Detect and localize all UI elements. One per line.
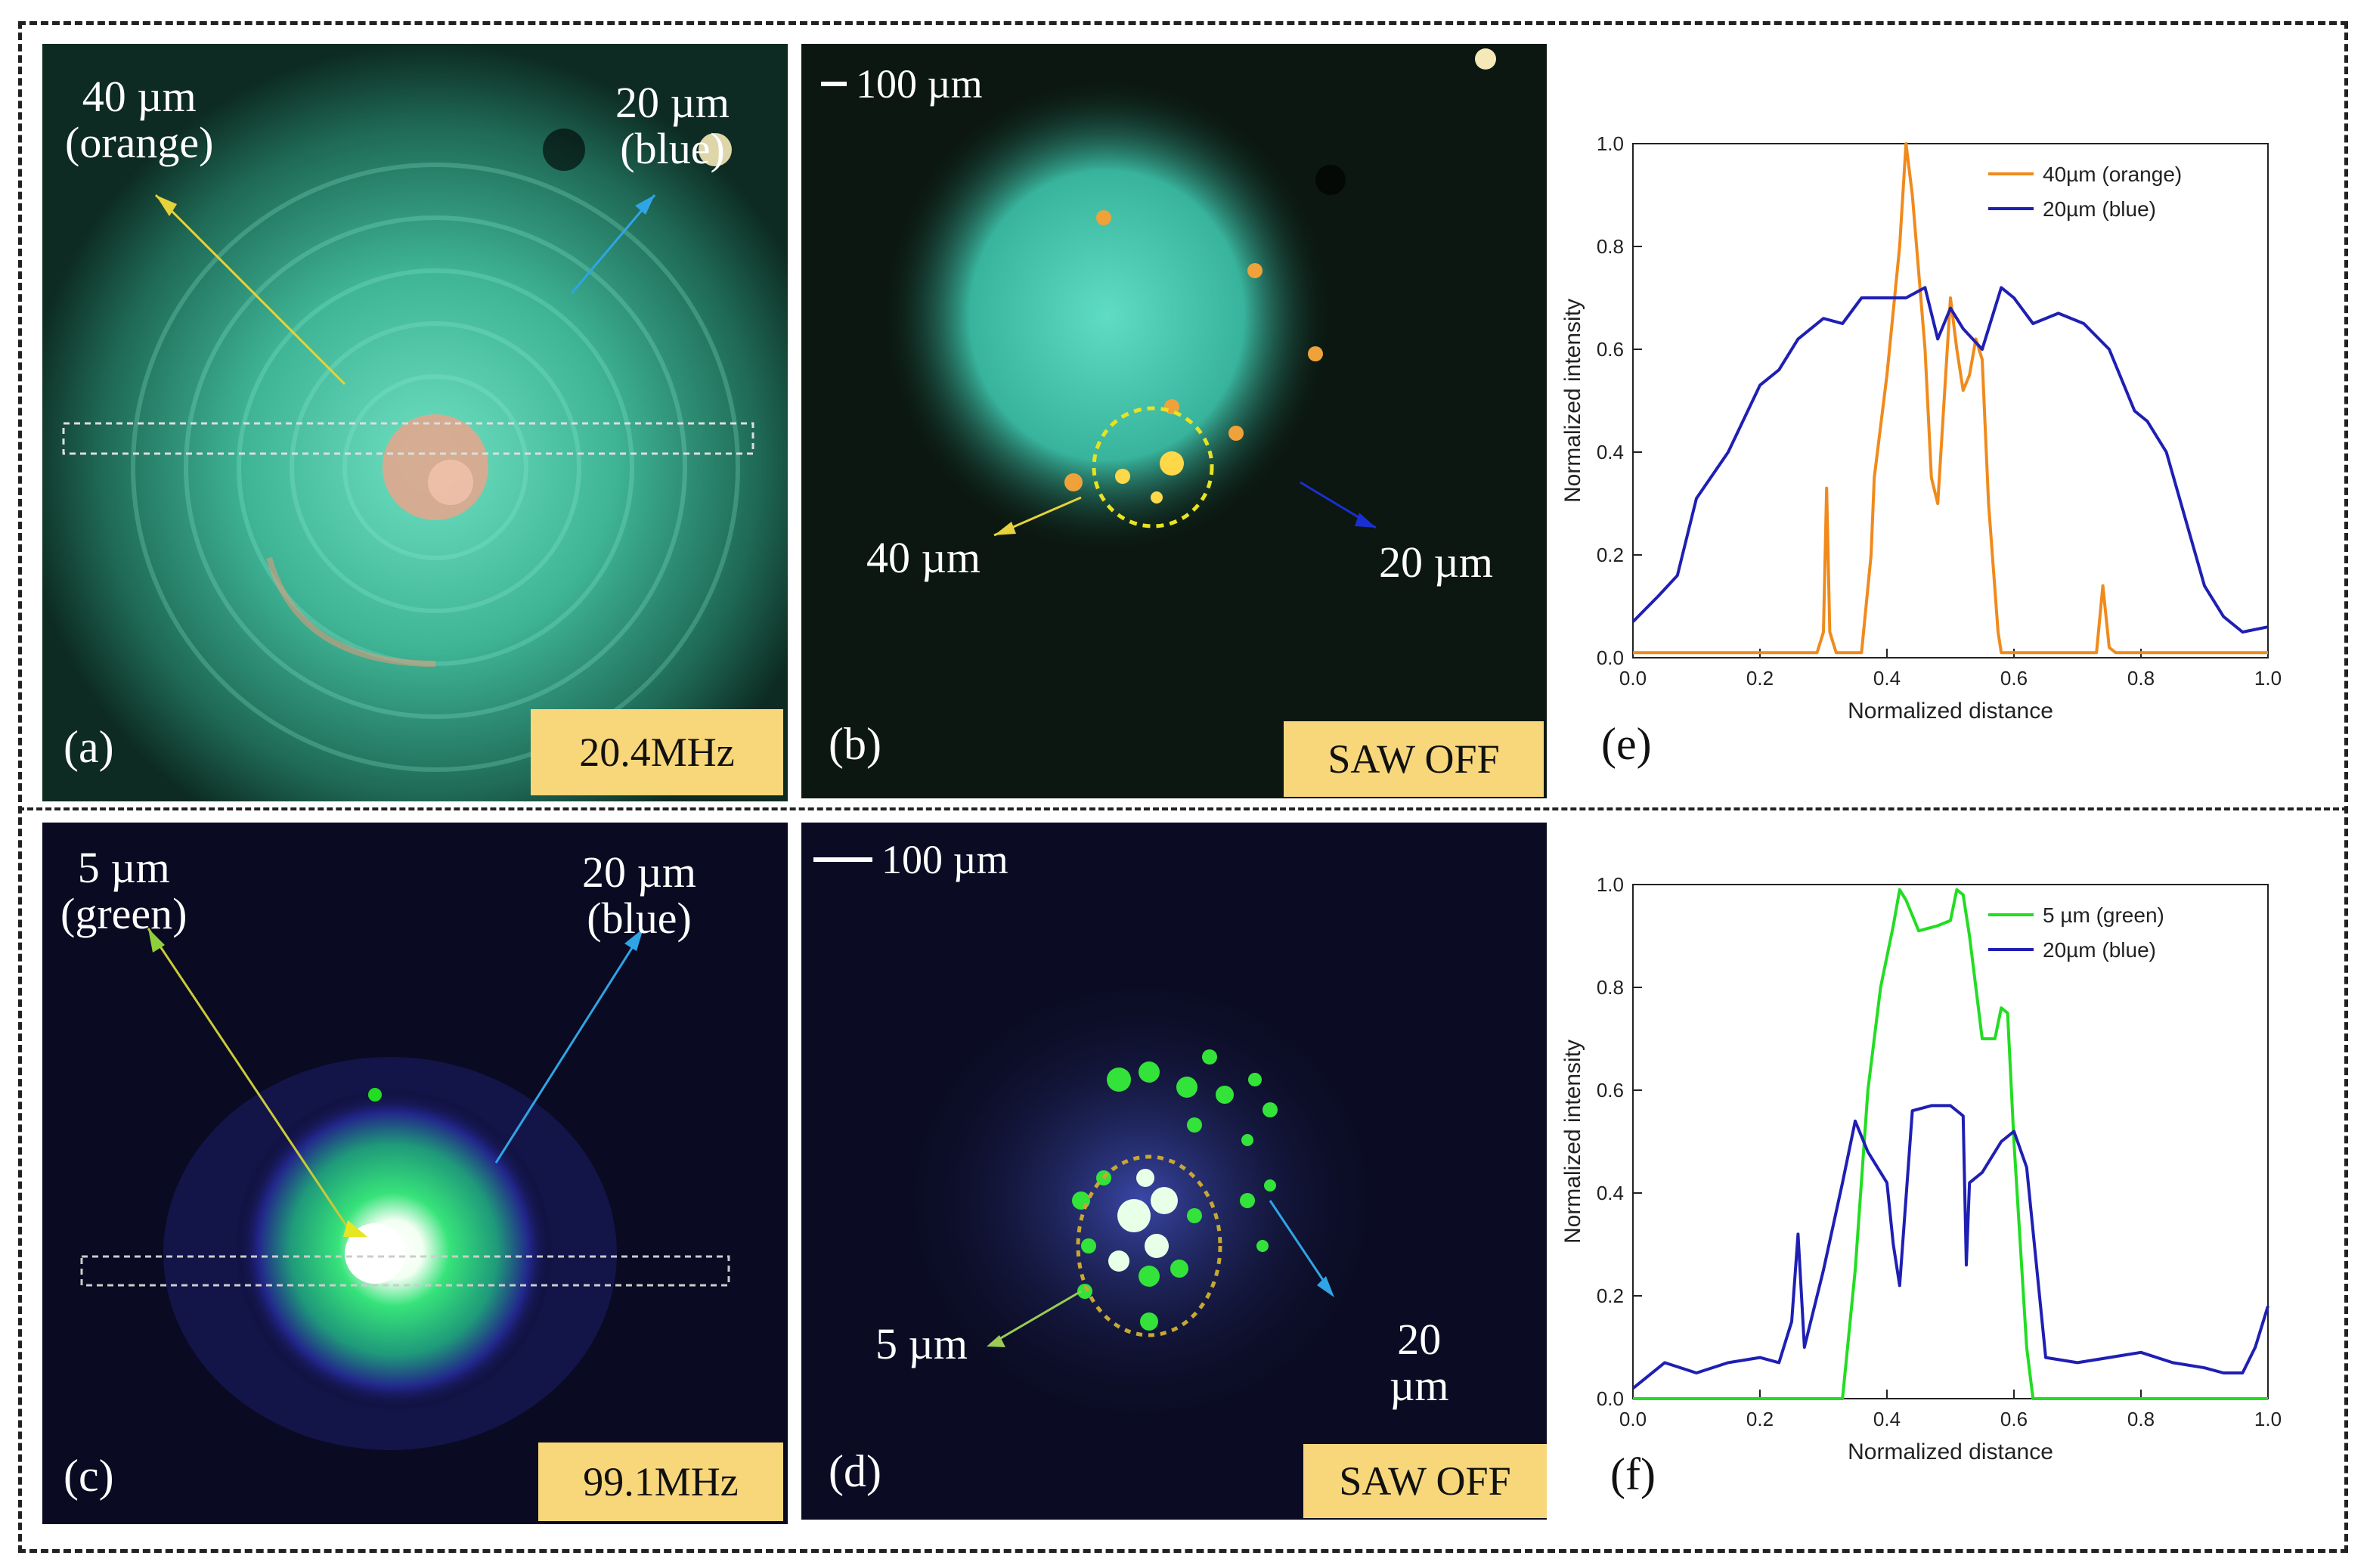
annotation-20um-d: 20 µm <box>1390 1315 1449 1410</box>
legend-entry-1: 20µm (blue) <box>2043 197 2156 221</box>
saw-off-badge-b: SAW OFF <box>1284 721 1544 797</box>
x-tick-label: 0.4 <box>1873 667 1901 689</box>
y-tick-label: 0.4 <box>1597 1182 1624 1204</box>
y-tick-label: 0.8 <box>1597 235 1624 258</box>
annotation-20um-blue-c: 20 µm (blue) <box>582 848 697 943</box>
micrograph-b <box>801 44 1547 798</box>
legend-entry-0: 40µm (orange) <box>2043 163 2182 186</box>
panel-c: 5 µm (green) 20 µm (blue) (c) 99.1MHz <box>42 823 788 1524</box>
annotation-40um: 40 µm <box>866 533 981 582</box>
x-tick-label: 0.8 <box>2127 667 2155 689</box>
annotation-20um-blue: 20 µm (blue) <box>615 78 730 173</box>
row-divider <box>18 807 2348 810</box>
panel-d: 100 µm 5 µm 20 µm (d) SAW OFF <box>801 823 1547 1520</box>
y-tick-label: 0.0 <box>1597 1387 1624 1410</box>
panel-label-a: (a) <box>64 722 114 772</box>
x-tick-label: 0.6 <box>2000 667 2028 689</box>
y-tick-label: 0.0 <box>1597 646 1624 669</box>
y-tick-label: 0.6 <box>1597 338 1624 361</box>
plot-area <box>1632 884 2269 1399</box>
x-axis-label: Normalized distance <box>1848 1439 2053 1464</box>
y-tick-label: 0.2 <box>1597 1284 1624 1307</box>
series-line-1 <box>1631 1104 2269 1390</box>
x-tick-label: 0.8 <box>2127 1408 2155 1430</box>
x-tick-label: 0.2 <box>1746 1408 1774 1430</box>
series-line-1 <box>1631 286 2269 634</box>
y-tick-label: 1.0 <box>1597 873 1624 896</box>
panel-label-d: (d) <box>829 1446 881 1496</box>
annotation-20um: 20 µm <box>1379 538 1494 587</box>
annotation-5um-green: 5 µm (green) <box>60 843 187 938</box>
scale-bar-d: 100 µm <box>813 836 1008 883</box>
y-tick-label: 0.8 <box>1597 976 1624 999</box>
x-axis-label: Normalized distance <box>1848 699 2053 724</box>
y-tick-label: 0.4 <box>1597 441 1624 463</box>
micrograph-c <box>42 823 788 1524</box>
legend-entry-0: 5 µm (green) <box>2043 903 2164 927</box>
chart-e: 0.0 0.2 0.4 0.6 0.8 1.0 0.0 0.2 0.4 0.6 0.8 1.0 Norm… <box>1560 132 2282 724</box>
panel-label-f: (f) <box>1610 1449 1656 1499</box>
x-tick-label: 0.0 <box>1619 667 1647 689</box>
y-axis-label: Normalized intensity <box>1560 299 1585 503</box>
frequency-badge-c: 99.1MHz <box>538 1442 783 1521</box>
x-tick-label: 0.4 <box>1873 1408 1901 1430</box>
series-line-0 <box>1633 888 2268 1400</box>
x-tick-label: 1.0 <box>2254 1408 2282 1430</box>
panel-label-c: (c) <box>64 1451 114 1501</box>
x-tick-label: 0.2 <box>1746 667 1774 689</box>
legend-entry-1: 20µm (blue) <box>2043 938 2156 962</box>
x-tick-label: 1.0 <box>2254 667 2282 689</box>
y-tick-label: 1.0 <box>1597 132 1624 155</box>
x-tick-label: 0.6 <box>2000 1408 2028 1430</box>
micrograph-d <box>801 823 1547 1520</box>
panel-label-e: (e) <box>1601 719 1652 769</box>
y-tick-label: 0.6 <box>1597 1079 1624 1102</box>
chart-f: 0.0 0.2 0.4 0.6 0.8 1.0 0.0 0.2 0.4 0.6 0.8 1.0 Norm… <box>1560 873 2282 1464</box>
y-axis-label: Normalized intensity <box>1560 1040 1585 1244</box>
saw-off-badge-d: SAW OFF <box>1303 1444 1547 1518</box>
scale-bar-b: 100 µm <box>821 60 983 107</box>
figure-frame <box>18 21 2348 1553</box>
y-tick-label: 0.2 <box>1597 544 1624 566</box>
panel-b: 100 µm 40 µm 20 µm (b) SAW OFF <box>801 44 1547 798</box>
panel-label-b: (b) <box>829 719 881 769</box>
series-line-0 <box>1633 142 2268 655</box>
micrograph-a <box>42 44 788 801</box>
x-tick-label: 0.0 <box>1619 1408 1647 1430</box>
annotation-40um-orange: 40 µm (orange) <box>65 72 214 167</box>
frequency-badge-a: 20.4MHz <box>531 709 783 795</box>
panel-a: 40 µm (orange) 20 µm (blue) (a) 20.4MHz <box>42 44 788 801</box>
plot-area <box>1632 143 2269 658</box>
annotation-5um: 5 µm <box>875 1319 968 1368</box>
